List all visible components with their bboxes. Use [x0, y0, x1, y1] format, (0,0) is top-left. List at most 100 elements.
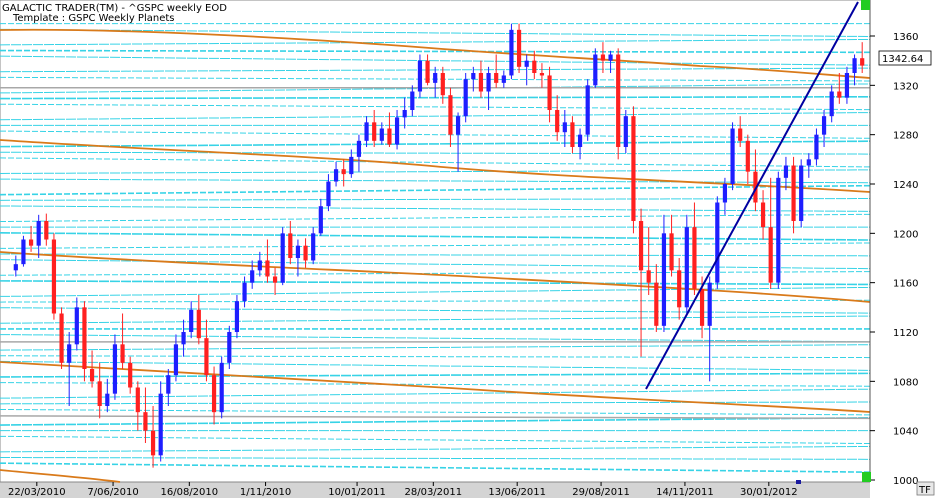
candle-body [547, 75, 552, 110]
candle-body [189, 309, 194, 332]
tf-button[interactable] [916, 481, 935, 496]
candle-body [211, 375, 217, 413]
cyan-planet-line [0, 178, 871, 184]
candle-body [89, 369, 95, 382]
candle-body [638, 221, 644, 271]
candle-body [692, 227, 697, 289]
candle-body [799, 165, 804, 221]
candle-body [455, 116, 461, 135]
candle-body [311, 233, 316, 261]
candle-body [593, 54, 598, 86]
cyan-planet-line [0, 205, 871, 212]
candle-body [555, 110, 560, 133]
candle-body [242, 282, 247, 302]
date-axis: 22/03/2010 7/06/2010 16/08/2010 1/11/2010 10… [8, 482, 798, 498]
tf-button-label[interactable]: TF [918, 485, 931, 496]
candle-body [722, 184, 728, 203]
cyan-planet-line [0, 360, 871, 371]
candle-body [860, 58, 865, 66]
candle-body [364, 122, 369, 141]
candle-body [36, 221, 41, 246]
candle-body [166, 375, 171, 394]
cyan-planet-line [0, 151, 871, 155]
candle-body [501, 75, 506, 83]
candle-body [616, 54, 621, 147]
corner-marker-top[interactable] [861, 0, 870, 10]
candle-body [562, 122, 567, 133]
corner-marker-bottom[interactable] [862, 472, 871, 482]
cyan-planet-line [0, 307, 871, 314]
candle-body [387, 128, 392, 145]
candle-body [715, 202, 720, 283]
candle-body [128, 362, 133, 388]
date-tick-label: 14/11/2011 [656, 487, 714, 498]
candle-body [677, 270, 682, 308]
candle-body [150, 430, 156, 456]
candle-body [516, 29, 522, 67]
date-tick-label: 16/08/2010 [160, 487, 218, 498]
date-tick-label: 13/06/2011 [488, 487, 546, 498]
date-tick-label: 1/11/2010 [240, 487, 291, 498]
candle-body [74, 307, 79, 345]
candle-body [135, 387, 140, 413]
candle-body [448, 95, 453, 135]
candle-body [600, 54, 606, 61]
candle-body [570, 122, 575, 147]
candle-body [21, 239, 26, 265]
date-tick-label: 10/01/2011 [328, 487, 386, 498]
candle-body [699, 288, 705, 326]
candle-body [463, 79, 468, 117]
cyan-planet-line [0, 344, 871, 351]
price-tick-label: 1280 [893, 131, 918, 142]
orange-planet-curve [0, 251, 871, 303]
candle-body [646, 270, 651, 283]
scroll-marker[interactable] [796, 480, 801, 484]
candle-body [753, 171, 758, 203]
candle-body [257, 260, 262, 271]
template-label: Template : GSPC Weekly Planets [12, 13, 174, 24]
candle-body [250, 270, 255, 283]
price-tick-label: 1120 [893, 328, 918, 339]
candle-body [143, 412, 148, 431]
candle-body [372, 122, 377, 141]
candle-body [760, 202, 766, 228]
candle-body [532, 60, 537, 73]
trend-line[interactable] [645, 1, 859, 390]
orange-planet-curve [0, 139, 871, 193]
cyan-planet-line [0, 253, 871, 257]
candle-body [28, 239, 34, 246]
candle-body [44, 221, 49, 240]
price-tick-label: 1320 [893, 81, 918, 92]
candle-body [272, 276, 278, 283]
candle-body [394, 117, 400, 145]
axis-background [870, 0, 937, 498]
candle-body [219, 362, 224, 413]
candle-body [631, 116, 636, 221]
candle-body [745, 140, 750, 172]
candle-body [51, 239, 57, 314]
candle-body [181, 332, 186, 345]
candle-body [288, 233, 293, 258]
candle-body [814, 134, 819, 160]
cyan-planet-line [0, 95, 871, 100]
candle-body [341, 169, 346, 175]
candle-body [539, 73, 545, 76]
cyan-planet-line [0, 28, 871, 38]
candle-body [265, 260, 270, 277]
cyan-planet-line [0, 157, 871, 168]
candle-body [852, 58, 857, 73]
cyan-planet-line [0, 232, 871, 241]
candle-series [13, 23, 865, 468]
cyan-planet-line [0, 49, 871, 54]
cyan-planet-line [0, 213, 871, 223]
candle-body [13, 264, 18, 271]
candle-body [120, 344, 125, 363]
candle-body [82, 307, 87, 369]
candle-body [326, 181, 331, 207]
candle-body [768, 227, 773, 283]
candle-body [821, 116, 827, 135]
cyan-planet-line [0, 382, 871, 387]
price-tick-label: 1040 [893, 427, 918, 438]
candle-body [684, 227, 689, 308]
